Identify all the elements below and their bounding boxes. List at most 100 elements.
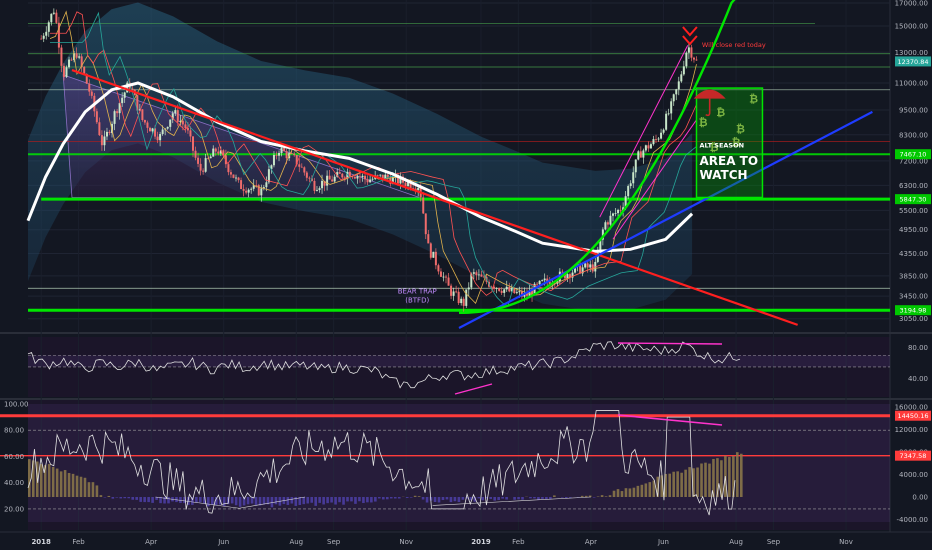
hist-bar-119 (501, 497, 504, 499)
candle-body-87 (260, 188, 263, 196)
candle-body-149 (417, 187, 420, 191)
stoch-right-tick-1: 12000.00 (895, 426, 928, 434)
hist-trendline-2 (432, 496, 591, 506)
hist-bar-79 (342, 497, 345, 505)
hist-bar-174 (720, 460, 723, 497)
will-close-label: Will close red today (702, 41, 766, 49)
stoch-right-tick-0: 16000.00 (895, 404, 928, 412)
candle-body-9 (62, 65, 65, 77)
stoch-left-tick-0: 100.00 (4, 401, 29, 409)
hist-bar-77 (334, 497, 337, 505)
candle-body-222 (601, 229, 604, 240)
x-tick-6: Nov (399, 538, 413, 546)
candle-body-141 (396, 174, 399, 184)
candle-body-145 (407, 181, 410, 187)
hist-bar-67 (294, 497, 298, 506)
hist-bar-61 (270, 497, 274, 508)
hist-bar-57 (254, 497, 258, 505)
candle-body-220 (596, 252, 599, 262)
x-tick-12: Sep (767, 538, 781, 546)
candle-body-235 (634, 159, 637, 173)
candle-body-114 (328, 175, 331, 180)
y-tick-6: 7200.00 (899, 157, 928, 165)
hist-bar-164 (680, 472, 683, 497)
hist-bar-113 (477, 497, 481, 499)
candle-body-173 (477, 274, 480, 276)
candle-body-237 (639, 151, 642, 158)
hist-bar-155 (644, 483, 648, 497)
candle-body-233 (629, 183, 632, 187)
hist-bar-124 (521, 497, 524, 500)
candle-body-5 (52, 12, 55, 14)
candle-body-33 (123, 92, 126, 98)
current-price-badge-bg (895, 56, 931, 67)
hist-bar-154 (640, 484, 644, 497)
candle-body-99 (290, 153, 293, 154)
candle-body-244 (657, 138, 660, 140)
candle-body-62 (197, 157, 200, 164)
candle-body-154 (429, 243, 432, 258)
stoch-badge-1-bg (895, 450, 931, 461)
candle-body-44 (151, 128, 154, 132)
candle-body-194 (531, 290, 534, 296)
hist-bar-146 (608, 495, 612, 497)
hist-bar-158 (656, 476, 660, 497)
umbrella-icon (693, 89, 726, 99)
candle-body-72 (222, 150, 225, 156)
candle-body-178 (490, 286, 493, 288)
candle-body-188 (515, 292, 518, 294)
candle-body-168 (465, 289, 468, 306)
candle-body-187 (513, 287, 516, 294)
candle-body-124 (353, 176, 356, 179)
y-tick-0: 17000.00 (895, 0, 928, 8)
candle-body-31 (118, 103, 121, 114)
hist-bar-58 (258, 497, 262, 506)
candle-body-223 (604, 222, 607, 230)
hist-bar-145 (604, 496, 608, 497)
candle-body-248 (667, 113, 670, 115)
candle-body-45 (154, 128, 157, 137)
candle-body-4 (50, 13, 53, 23)
hist-bar-54 (242, 497, 246, 506)
hist-bar-152 (632, 487, 636, 497)
hist-bar-22 (115, 497, 119, 498)
hist-bar-30 (147, 497, 150, 503)
candle-body-241 (649, 144, 652, 149)
hist-bar-168 (696, 467, 699, 497)
hist-bar-56 (250, 497, 254, 504)
blue-trendline (458, 110, 873, 329)
current-price-badge: 12370.84 (897, 58, 928, 66)
y-tick-4: 9500.00 (899, 106, 928, 114)
stoch-right-tick-5: -4000.00 (897, 516, 928, 524)
candle-body-158 (439, 271, 442, 277)
hist-bar-153 (636, 485, 640, 497)
bitcoin-icon-5: ₿ (710, 141, 719, 154)
rsi-tick-0: 80.00 (908, 344, 928, 352)
hist-bar-118 (497, 497, 500, 500)
candle-body-234 (632, 172, 635, 184)
candle-body-104 (303, 167, 306, 173)
main-layer (26, 0, 890, 530)
hist-bar-161 (668, 473, 672, 497)
stoch-badge-0-bg (895, 410, 931, 421)
candle-body-159 (442, 276, 445, 278)
candle-body-217 (589, 264, 592, 268)
candle-body-259 (695, 59, 698, 61)
hist-bar-17 (95, 485, 99, 497)
candle-body-24 (100, 135, 103, 146)
candle-body-19 (88, 83, 91, 92)
hist-bar-86 (370, 497, 373, 503)
hist-bar-170 (704, 462, 707, 497)
candle-body-208 (566, 274, 569, 279)
x-tick-10: Jun (657, 538, 669, 546)
hist-bar-71 (310, 497, 314, 503)
candle-body-63 (199, 163, 202, 171)
candle-body-198 (541, 280, 544, 282)
bitcoin-icon-0: ₿ (699, 116, 708, 129)
hist-bar-177 (732, 455, 735, 497)
level-badge-2-bg (895, 305, 931, 316)
y-tick-7: 6300.00 (899, 182, 928, 190)
candle-body-95 (280, 147, 283, 153)
hist-bar-66 (290, 497, 294, 504)
candle-body-232 (627, 186, 630, 197)
